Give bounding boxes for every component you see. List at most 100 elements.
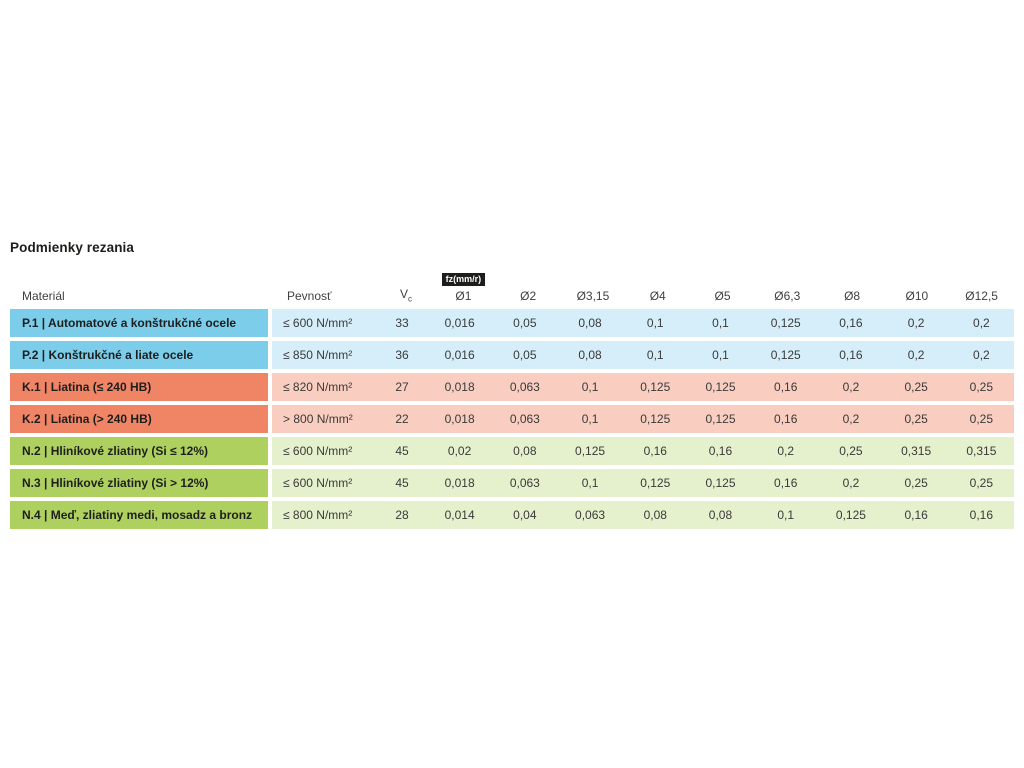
feed-value-cell: 0,016 [444,316,475,330]
feed-value-cell: 0,125 [705,476,736,490]
feed-value-cell: 0,08 [513,444,537,458]
strength-cell: ≤ 800 N/mm² [283,508,353,522]
feed-value-cell: 0,05 [513,316,537,330]
vc-cell: 36 [395,348,409,362]
feed-value-cell: 0,125 [705,380,736,394]
table-row: P.1 | Automatové a konštrukčné ocele ≤ 6… [10,309,1014,337]
diameter-label: Ø1 [455,289,472,303]
feed-value-cell: 0,08 [708,508,733,522]
material-cell: P.2 | Konštrukčné a liate ocele [10,341,268,369]
vc-cell: 27 [395,380,409,394]
feed-value-cell: 0,063 [509,380,540,394]
feed-value-cell: 0,08 [643,508,667,522]
material-cell: N.3 | Hliníkové zliatiny (Si > 12%) [10,469,268,497]
feed-value-cell: 0,25 [904,476,928,490]
col-header-diameter-4: Ø4 [625,289,690,303]
feed-value-cell: 0,315 [901,444,932,458]
feed-value-cell: 0,1 [646,348,664,362]
feed-value-cell: 0,018 [444,476,475,490]
feed-value-cell: 0,25 [969,380,994,394]
strength-cell: ≤ 820 N/mm² [283,380,353,394]
feed-value-cell: 0,125 [640,412,671,426]
vc-cell: 22 [395,412,409,426]
row-values: ≤ 600 N/mm² 45 0,02 0,08 0,125 0,16 0,16… [272,437,1014,465]
feed-value-cell: 0,16 [774,412,798,426]
row-values: ≤ 600 N/mm² 33 0,016 0,05 0,08 0,1 0,1 0… [272,309,1014,337]
feed-value-cell: 0,2 [907,348,925,362]
feed-value-cell: 0,2 [842,476,860,490]
col-header-material: Materiál [22,289,65,303]
feed-value-cell: 0,02 [447,444,472,458]
material-cell: N.2 | Hliníkové zliatiny (Si ≤ 12%) [10,437,268,465]
table-row: K.2 | Liatina (> 240 HB) > 800 N/mm² 22 … [10,405,1014,433]
col-header-diameter-7: Ø8 [820,289,885,303]
feed-value-cell: 0,08 [578,316,602,330]
feed-value-cell: 0,2 [842,412,860,426]
table-row: P.2 | Konštrukčné a liate ocele ≤ 850 N/… [10,341,1014,369]
feed-value-cell: 0,063 [509,412,540,426]
vc-cell: 45 [395,444,409,458]
feed-value-cell: 0,125 [835,508,866,522]
col-header-diameter-1: fz(mm/r) Ø1 [431,272,496,303]
feed-value-cell: 0,2 [842,380,860,394]
diameter-label: Ø6,3 [774,289,801,303]
feed-value-cell: 0,25 [839,444,863,458]
row-values: ≤ 820 N/mm² 27 0,018 0,063 0,1 0,125 0,1… [272,373,1014,401]
row-values: ≤ 600 N/mm² 45 0,018 0,063 0,1 0,125 0,1… [272,469,1014,497]
material-cell: K.1 | Liatina (≤ 240 HB) [10,373,268,401]
feed-value-cell: 0,315 [966,444,997,458]
col-header-strength: Pevnosť [287,289,332,303]
feed-value-cell: 0,16 [904,508,928,522]
feed-value-cell: 0,2 [777,444,795,458]
col-header-diameter-5: Ø5 [690,289,755,303]
diameter-label: Ø12,5 [965,289,998,303]
diameter-label: Ø10 [905,289,929,303]
feed-value-cell: 0,125 [640,476,671,490]
feed-value-cell: 0,1 [581,380,599,394]
table-header-row: Materiál Pevnosť Vc fz(mm/r) Ø1 Ø2 Ø3,15… [10,263,1014,303]
feed-value-cell: 0,25 [904,380,928,394]
feed-value-cell: 0,1 [646,316,664,330]
feed-value-cell: 0,2 [907,316,925,330]
diameter-label: Ø3,15 [576,289,610,303]
feed-value-cell: 0,2 [973,348,990,362]
vc-cell: 28 [395,508,409,522]
vc-symbol: V [399,286,408,301]
vc-cell: 33 [395,316,409,330]
feed-value-cell: 0,16 [839,316,863,330]
feed-value-cell: 0,25 [969,476,994,490]
feed-value-cell: 0,063 [509,476,540,490]
diameter-label: Ø4 [649,289,666,303]
col-header-diameter-9: Ø12,5 [949,289,1014,303]
material-cell: N.4 | Meď, zliatiny medi, mosadz a bronz [10,501,268,529]
col-header-vc: Vc [381,287,431,303]
feed-value-cell: 0,16 [774,476,798,490]
diameter-label: Ø2 [520,289,537,303]
diameter-label: Ø8 [844,289,861,303]
col-header-diameter-8: Ø10 [884,289,949,303]
vc-cell: 45 [395,476,409,490]
table-row: K.1 | Liatina (≤ 240 HB) ≤ 820 N/mm² 27 … [10,373,1014,401]
feed-value-cell: 0,2 [973,316,990,330]
feed-value-cell: 0,1 [581,412,599,426]
col-header-diameter-6: Ø6,3 [755,289,820,303]
feed-value-cell: 0,16 [969,508,994,522]
vc-subscript: c [408,294,412,303]
strength-cell: ≤ 600 N/mm² [283,476,353,490]
feed-value-cell: 0,16 [708,444,733,458]
table-row: N.4 | Meď, zliatiny medi, mosadz a bronz… [10,501,1014,529]
feed-value-cell: 0,04 [513,508,537,522]
strength-cell: ≤ 850 N/mm² [283,348,353,362]
material-cell: K.2 | Liatina (> 240 HB) [10,405,268,433]
feed-value-cell: 0,1 [777,508,795,522]
feed-value-cell: 0,125 [770,348,801,362]
material-cell: P.1 | Automatové a konštrukčné ocele [10,309,268,337]
feed-value-cell: 0,16 [643,444,667,458]
row-values: ≤ 850 N/mm² 36 0,016 0,05 0,08 0,1 0,1 0… [272,341,1014,369]
feed-value-cell: 0,1 [712,348,729,362]
feed-value-cell: 0,018 [444,412,475,426]
feed-unit-badge: fz(mm/r) [441,272,486,286]
page-title: Podmienky rezania [10,240,134,255]
diameter-label: Ø5 [714,289,731,303]
strength-cell: ≤ 600 N/mm² [283,444,353,458]
